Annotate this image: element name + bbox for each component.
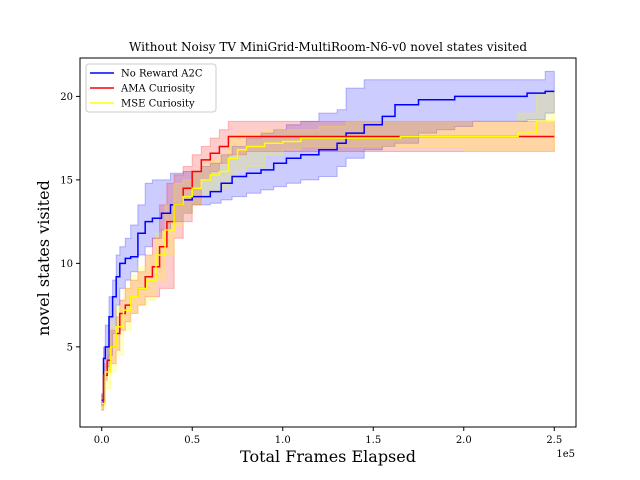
y-tick-label: 10 bbox=[60, 259, 73, 270]
legend-box bbox=[85, 63, 217, 113]
legend: No Reward A2C AMA Curiosity MSE Curiosity bbox=[85, 63, 217, 113]
x-tick-label: 0.5 bbox=[184, 435, 200, 446]
y-tick-label: 20 bbox=[60, 92, 73, 103]
chart-title: Without Noisy TV MiniGrid-MultiRoom-N6-v… bbox=[129, 40, 527, 54]
x-tick-label: 1.5 bbox=[365, 435, 381, 446]
axes-frame bbox=[79, 57, 577, 428]
y-tick-label: 15 bbox=[60, 175, 73, 186]
line-no-reward-a2c bbox=[101, 90, 555, 402]
x-axis-ticks: 0.0 0.5 1.0 1.5 2.0 2.5 bbox=[94, 427, 562, 446]
y-axis-ticks: 5 10 15 20 bbox=[60, 92, 80, 353]
x-axis-offset-label: 1e5 bbox=[556, 449, 575, 460]
y-tick-label: 5 bbox=[67, 342, 73, 353]
legend-label-mse-curiosity: MSE Curiosity bbox=[121, 99, 195, 110]
x-tick-label: 0.0 bbox=[94, 435, 110, 446]
x-axis-label: Total Frames Elapsed bbox=[240, 447, 416, 466]
legend-label-no-reward-a2c: No Reward A2C bbox=[121, 69, 203, 80]
line-mse-curiosity bbox=[101, 120, 555, 405]
y-axis-label: novel states visited bbox=[34, 180, 53, 336]
legend-label-ama-curiosity: AMA Curiosity bbox=[120, 84, 195, 95]
x-tick-label: 2.5 bbox=[546, 435, 562, 446]
series-lines bbox=[101, 90, 555, 405]
band-mse-curiosity bbox=[101, 90, 555, 410]
x-tick-label: 2.0 bbox=[456, 435, 472, 446]
x-tick-label: 1.0 bbox=[275, 435, 291, 446]
